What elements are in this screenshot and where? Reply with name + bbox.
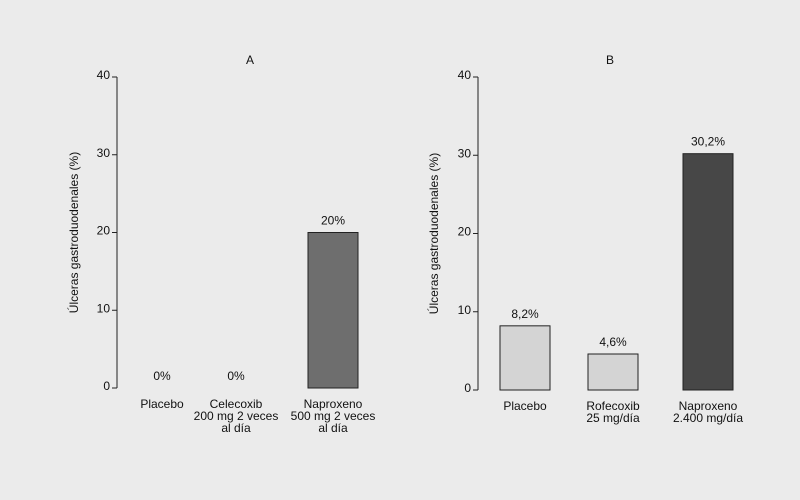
y-tick-label: 30 — [97, 146, 111, 160]
x-tick-label: Placebo — [503, 399, 547, 413]
y-tick-label: 30 — [458, 146, 472, 160]
x-tick-label: Placebo — [140, 397, 184, 411]
value-label: 20% — [321, 214, 345, 228]
value-label: 4,6% — [599, 335, 627, 349]
y-tick-label: 40 — [97, 68, 111, 82]
y-tick-label: 10 — [458, 303, 472, 317]
chart-title: A — [246, 53, 254, 67]
y-tick-label: 0 — [464, 381, 471, 395]
x-tick-label: Celecoxib 200 mg 2 veces al día — [194, 397, 279, 435]
value-label: 0% — [227, 369, 245, 383]
x-tick-label: Naproxeno 2.400 mg/día — [673, 399, 743, 425]
x-tick-label: Rofecoxib 25 mg/día — [586, 399, 640, 425]
value-label: 30,2% — [691, 135, 725, 149]
y-tick-label: 40 — [458, 68, 472, 82]
bar — [307, 232, 359, 389]
y-tick-label: 0 — [103, 379, 110, 393]
chart-title: B — [606, 53, 614, 67]
bar — [587, 353, 639, 391]
y-tick-label: 20 — [97, 224, 111, 238]
y-axis-label: Úlceras gastroduodenales (%) — [66, 152, 81, 313]
value-label: 0% — [153, 369, 171, 383]
y-axis-label: Úlceras gastroduodenales (%) — [426, 153, 441, 314]
y-tick-label: 20 — [458, 225, 472, 239]
x-tick-label: Naproxeno 500 mg 2 veces al día — [291, 397, 376, 435]
bar — [499, 325, 551, 391]
bar — [682, 153, 734, 391]
y-tick-label: 10 — [97, 301, 111, 315]
value-label: 8,2% — [511, 307, 539, 321]
